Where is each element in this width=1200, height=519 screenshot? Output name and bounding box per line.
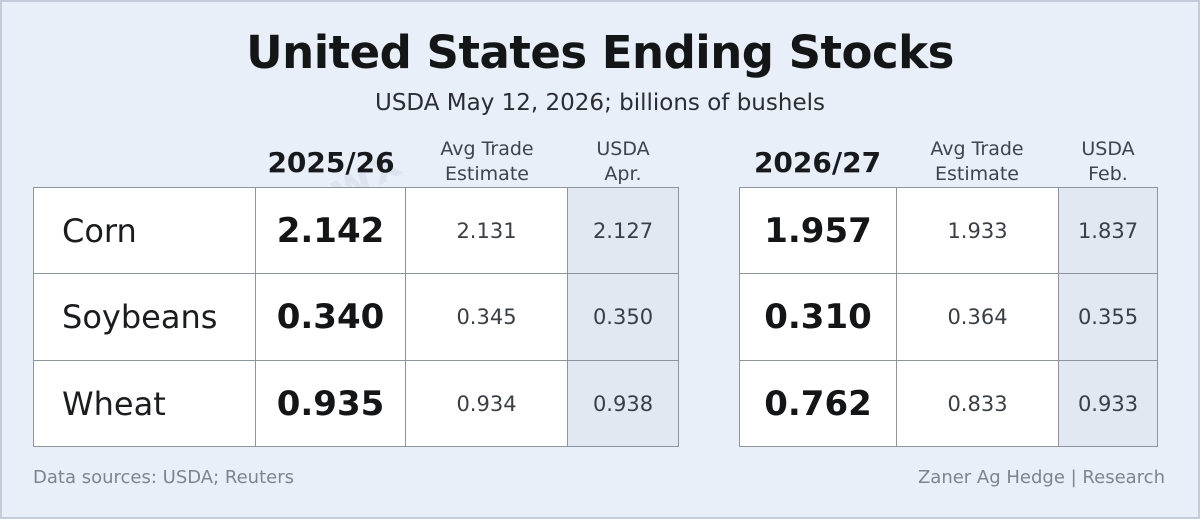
usda-cell: 1.837 (1059, 188, 1157, 274)
col-header-avg-trade: Avg Trade Estimate (406, 137, 568, 187)
data-sources-note: Data sources: USDA; Reuters (33, 467, 294, 488)
col-header-usda-feb: USDA Feb. (1058, 137, 1158, 187)
year-header-2026-27: 2026/27 (753, 146, 882, 179)
avg-trade-cell: 0.833 (897, 361, 1059, 446)
usda-cell: 0.938 (568, 361, 678, 446)
col-header-usda-apr: USDA Apr. (568, 137, 678, 187)
chart-title: United States Ending Stocks (246, 26, 954, 79)
avg-trade-cell: 2.131 (406, 188, 568, 274)
avg-trade-cell: 1.933 (897, 188, 1059, 274)
usda-cell: 0.933 (1059, 361, 1157, 446)
chart-subtitle: USDA May 12, 2026; billions of bushels (375, 90, 825, 116)
col-header-line: Estimate (935, 163, 1019, 185)
value-cell: 0.762 (740, 361, 897, 446)
value-cell: 2.142 (256, 188, 406, 274)
col-header-line: Avg Trade (930, 138, 1024, 160)
usda-cell: 2.127 (568, 188, 678, 274)
col-header-avg-trade-2: Avg Trade Estimate (896, 137, 1058, 187)
avg-trade-cell: 0.364 (897, 274, 1059, 361)
crop-label-wheat: Wheat (34, 361, 256, 446)
usda-cell: 0.355 (1059, 274, 1157, 361)
crop-label-soybeans: Soybeans (34, 274, 256, 361)
value-cell: 1.957 (740, 188, 897, 274)
publisher-credit: Zaner Ag Hedge | Research (917, 467, 1165, 488)
crop-label-corn: Corn (34, 188, 256, 274)
value-cell: 0.310 (740, 274, 897, 361)
avg-trade-cell: 0.345 (406, 274, 568, 361)
table-2025-26: Corn 2.142 2.131 2.127 Soybeans 0.340 0.… (33, 187, 679, 447)
col-header-line: Avg Trade (440, 138, 534, 160)
value-cell: 0.935 (256, 361, 406, 446)
usda-cell: 0.350 (568, 274, 678, 361)
year-header-2025-26: 2025/26 (267, 146, 395, 179)
col-header-line: Estimate (445, 163, 529, 185)
col-header-line: USDA (596, 138, 650, 160)
col-header-line: Apr. (604, 163, 642, 185)
table-2026-27: 1.957 1.933 1.837 0.310 0.364 0.355 0.76… (739, 187, 1158, 447)
col-header-line: Feb. (1088, 163, 1128, 185)
value-cell: 0.340 (256, 274, 406, 361)
col-header-line: USDA (1081, 138, 1135, 160)
avg-trade-cell: 0.934 (406, 361, 568, 446)
